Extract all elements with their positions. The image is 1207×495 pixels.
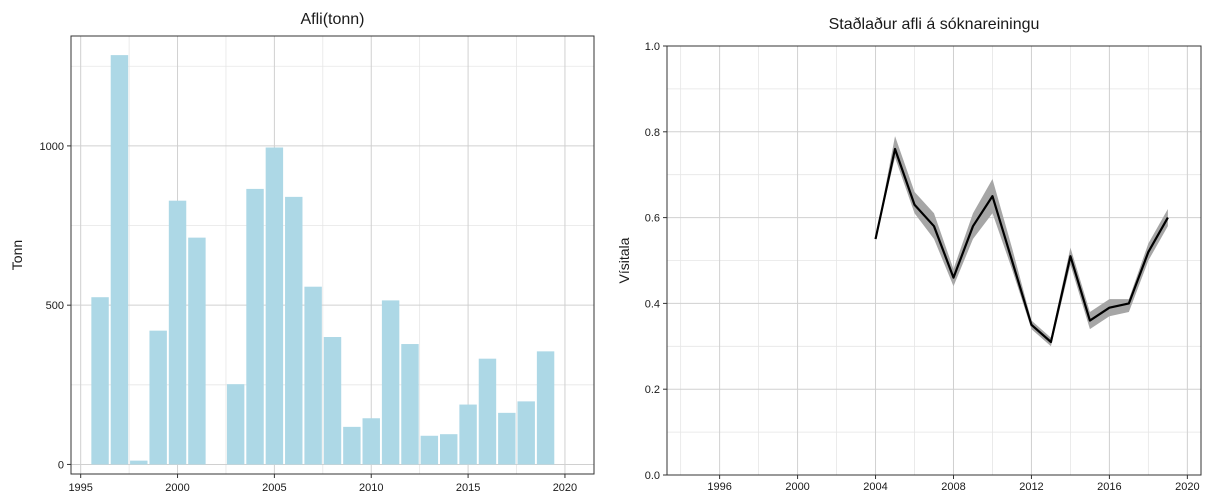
cpue-y-tick-label: 0.0 (645, 470, 660, 482)
catch-chart-panel: 1995 2000 2005 2010 2015 2020 0 500 1000 Afli(to… (9, 11, 595, 494)
catch-bar-2006 (285, 196, 303, 465)
cpue-x-tick-label: 2020 (1175, 481, 1199, 493)
cpue-x-tick-label: 2008 (941, 481, 965, 493)
cpue-chart-title: Staðlaður afli á sóknareiningu (829, 16, 1040, 33)
cpue-y-tick-label: 0.8 (645, 127, 660, 139)
catch-bar-2012 (401, 344, 419, 465)
catch-bar-1999 (149, 330, 167, 465)
catch-bar-2017 (498, 412, 516, 465)
catch-x-tick-label: 2015 (456, 482, 480, 494)
cpue-chart-grid (667, 45, 1201, 476)
catch-bar-2010 (362, 418, 380, 465)
cpue-y-tick-label: 0.2 (645, 384, 660, 396)
cpue-chart-y-axis-label: Vísitala (616, 237, 632, 283)
catch-chart-bars (91, 55, 555, 465)
catch-bar-2005 (265, 147, 284, 465)
catch-bar-2000 (168, 200, 187, 465)
catch-bar-2008 (323, 337, 342, 465)
catch-bar-2007 (304, 286, 322, 465)
catch-x-tick-label: 1995 (68, 482, 92, 494)
catch-y-tick-label: 0 (58, 459, 64, 471)
catch-bar-1997 (110, 55, 129, 465)
cpue-x-tick-label: 1996 (707, 481, 731, 493)
cpue-chart-panel: 1996 2000 2004 2008 2012 2016 2020 0.0 0.2 0.4 0.6… (616, 16, 1202, 493)
catch-bar-1998 (130, 460, 148, 465)
catch-x-tick-label: 2010 (359, 482, 383, 494)
cpue-x-tick-label: 2004 (863, 481, 887, 493)
cpue-y-tick-label: 0.6 (645, 213, 660, 225)
catch-bar-2013 (420, 435, 439, 465)
catch-bar-2011 (381, 300, 400, 465)
catch-bar-2015 (459, 404, 477, 465)
catch-bar-2014 (440, 434, 458, 465)
catch-x-tick-label: 2000 (165, 482, 189, 494)
catch-x-tick-label: 2020 (553, 482, 577, 494)
catch-bar-2001 (188, 237, 206, 465)
cpue-index-line (874, 147, 1169, 344)
cpue-x-tick-label: 2000 (785, 481, 809, 493)
catch-bar-2016 (478, 358, 497, 465)
catch-bar-2019 (536, 351, 555, 465)
catch-y-tick-label: 500 (46, 300, 64, 312)
catch-bar-2009 (343, 426, 361, 465)
cpue-y-tick-label: 1.0 (645, 41, 660, 53)
cpue-x-tick-label: 2012 (1019, 481, 1043, 493)
catch-bar-1996 (91, 297, 109, 465)
catch-chart-title: Afli(tonn) (300, 11, 364, 28)
catch-chart-border (70, 35, 595, 475)
catch-bar-2018 (517, 401, 535, 465)
cpue-chart-ticks: 1996 2000 2004 2008 2012 2016 2020 0.0 0.2 0.4 0.6… (645, 41, 1200, 493)
catch-chart-ticks: 1995 2000 2005 2010 2015 2020 0 500 1000 (40, 141, 578, 494)
catch-bar-2004 (246, 188, 264, 465)
cpue-chart-series (874, 136, 1169, 347)
cpue-x-tick-label: 2016 (1097, 481, 1121, 493)
catch-chart-y-axis-label: Tonn (9, 240, 25, 270)
catch-y-tick-label: 1000 (40, 141, 64, 153)
cpue-y-tick-label: 0.4 (645, 298, 660, 310)
cpue-chart-border (666, 45, 1202, 476)
cpue-confidence-band (875, 136, 1168, 347)
catch-bar-2003 (226, 384, 245, 465)
catch-x-tick-label: 2005 (262, 482, 286, 494)
